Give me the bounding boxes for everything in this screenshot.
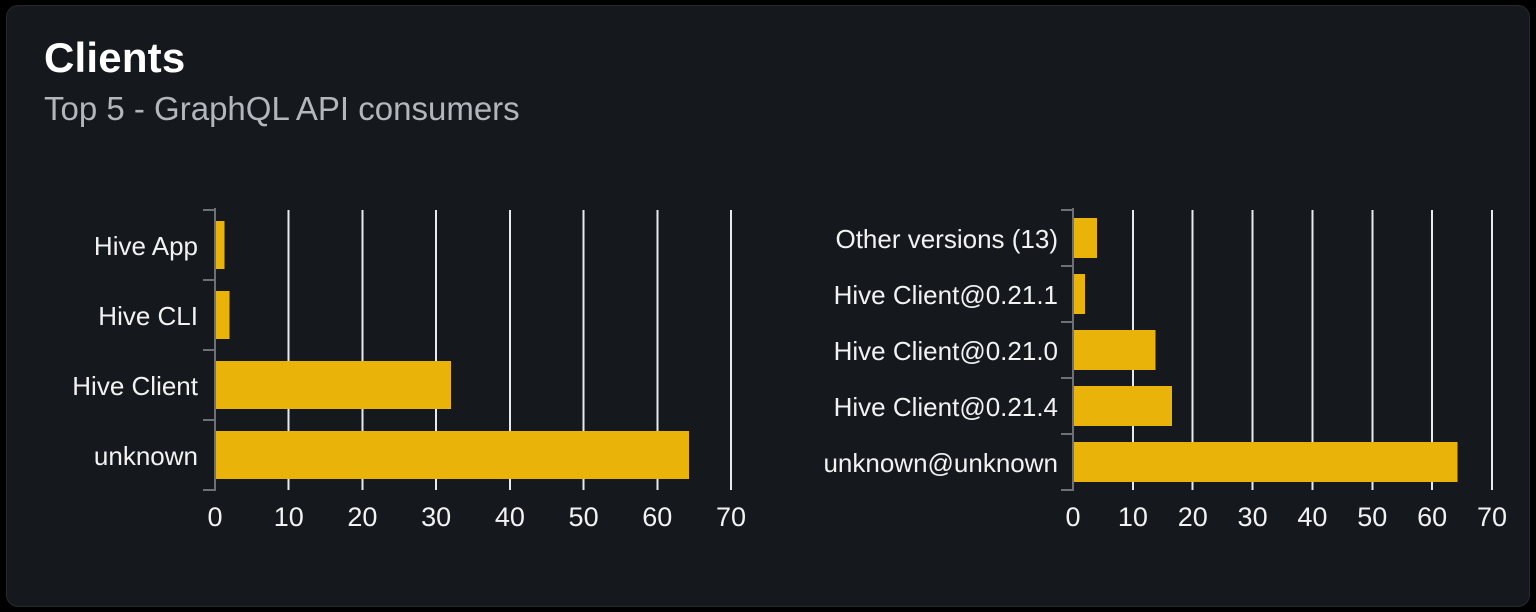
x-tick-label: 70 xyxy=(716,502,746,532)
card-title: Clients xyxy=(44,34,186,81)
x-tick-label: 40 xyxy=(1297,502,1327,532)
x-tick-label: 30 xyxy=(421,502,451,532)
x-tick-label: 50 xyxy=(569,502,599,532)
x-tick-label: 0 xyxy=(207,502,222,532)
x-tick-label: 50 xyxy=(1357,502,1387,532)
x-tick-label: 60 xyxy=(1417,502,1447,532)
clients-card: Clients Top 5 - GraphQL API consumers xyxy=(6,5,1530,607)
category-label: Hive Client@0.21.4 xyxy=(834,392,1058,422)
x-tick-label: 10 xyxy=(1118,502,1148,532)
bar[interactable] xyxy=(1073,330,1156,370)
card-subtitle: Top 5 - GraphQL API consumers xyxy=(44,90,520,128)
clients-by-name-chart: Hive App Hive CLI Hive Client unknown 0 10 20 3… xyxy=(72,208,746,532)
x-tick-label: 20 xyxy=(1178,502,1208,532)
bar[interactable] xyxy=(215,361,451,409)
category-label: Hive Client xyxy=(72,371,198,401)
x-tick-label: 60 xyxy=(642,502,672,532)
x-tick-label: 0 xyxy=(1065,502,1080,532)
clients-by-version-chart: Other versions (13) Hive Client@0.21.1 Hiv… xyxy=(823,208,1507,532)
category-label: Hive CLI xyxy=(98,301,198,331)
category-label: unknown@unknown xyxy=(823,448,1058,478)
x-tick-label: 70 xyxy=(1477,502,1507,532)
x-tick-label: 40 xyxy=(495,502,525,532)
x-tick-label: 10 xyxy=(274,502,304,532)
category-label: Hive Client@0.21.0 xyxy=(834,336,1058,366)
category-label: Other versions (13) xyxy=(835,224,1058,254)
category-label: Hive App xyxy=(94,231,198,261)
bar[interactable] xyxy=(215,431,689,479)
bar[interactable] xyxy=(1073,386,1172,426)
category-label: Hive Client@0.21.1 xyxy=(834,280,1058,310)
bar[interactable] xyxy=(1073,274,1085,314)
bar[interactable] xyxy=(1073,218,1097,258)
x-tick-label: 20 xyxy=(347,502,377,532)
category-label: unknown xyxy=(94,441,198,471)
card-header: Clients Top 5 - GraphQL API consumers xyxy=(44,34,520,128)
x-tick-label: 30 xyxy=(1238,502,1268,532)
bar[interactable] xyxy=(215,291,230,339)
bar[interactable] xyxy=(1073,442,1458,482)
bar[interactable] xyxy=(215,221,225,269)
